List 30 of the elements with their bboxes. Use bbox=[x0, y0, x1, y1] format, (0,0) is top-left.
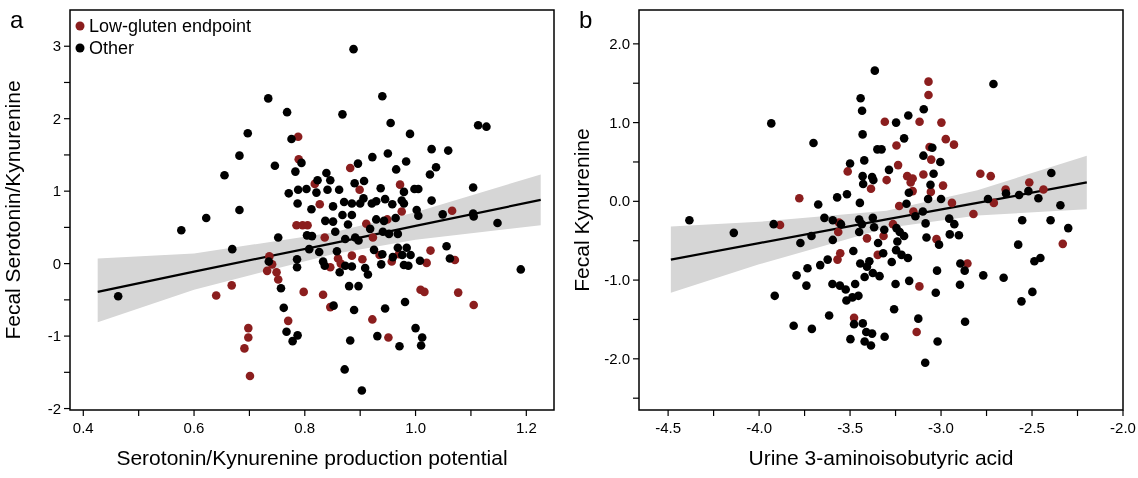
y-tick-label: 1.0 bbox=[609, 113, 630, 131]
x-tick-label: 0.8 bbox=[294, 419, 316, 436]
y-tick-label: -1.0 bbox=[604, 271, 630, 289]
x-tick-label: 1.0 bbox=[405, 419, 426, 436]
y-tick-label: 2 bbox=[52, 109, 61, 127]
x-tick-label: 0.4 bbox=[72, 419, 94, 436]
y-tick-label: 1 bbox=[52, 182, 61, 200]
x-axis-title: Serotonin/Kynurenine production potential bbox=[116, 446, 508, 469]
legend-label: Low-gluten endpoint bbox=[89, 16, 252, 36]
x-tick-label: -2.0 bbox=[1110, 419, 1136, 436]
x-tick-label: -4.0 bbox=[746, 419, 773, 436]
y-tick-label: 2.0 bbox=[609, 34, 630, 52]
x-tick-label: -3.5 bbox=[837, 419, 863, 436]
y-tick-label: -2 bbox=[47, 399, 61, 417]
x-tick-label: -3.0 bbox=[928, 419, 954, 436]
y-tick-label: 0 bbox=[52, 254, 61, 272]
x-axis-title: Urine 3-aminoisobutyric acid bbox=[748, 446, 1014, 469]
chart-title: a bbox=[10, 6, 24, 33]
y-axis-title: Fecal Serotonin/Kynurenine bbox=[1, 80, 24, 340]
x-tick-label: 0.6 bbox=[183, 419, 205, 436]
x-tick-label: 1.2 bbox=[515, 419, 537, 436]
y-axis-title: Fecal Kynurenine bbox=[570, 128, 593, 292]
y-tick-label: -1 bbox=[47, 327, 61, 345]
x-tick-label: -2.5 bbox=[1019, 419, 1045, 436]
x-tick-label: -4.5 bbox=[655, 419, 682, 436]
y-tick-label: -2.0 bbox=[604, 349, 630, 367]
y-tick-label: 3 bbox=[52, 37, 61, 55]
y-tick-label: 0.0 bbox=[609, 192, 630, 210]
legend-label: Other bbox=[89, 38, 135, 58]
chart-title: b bbox=[579, 6, 593, 33]
